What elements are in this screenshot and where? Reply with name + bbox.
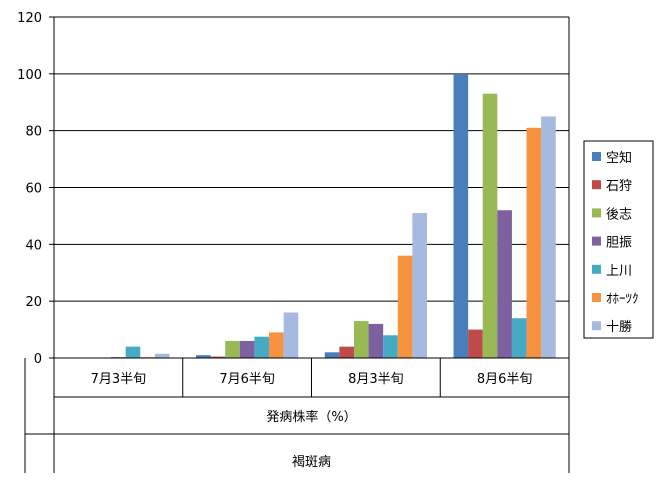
- legend-swatch: [592, 152, 601, 161]
- y-tick-label: 100: [17, 68, 42, 83]
- bar: [254, 336, 270, 358]
- category-label: 7月3半旬: [91, 372, 147, 387]
- legend-swatch: [592, 321, 601, 331]
- bar: [412, 213, 427, 358]
- axes: [24, 16, 570, 473]
- y-tick-label: 60: [25, 182, 42, 197]
- bar: [196, 355, 211, 358]
- legend-swatch: [592, 180, 601, 190]
- bar: [497, 210, 512, 358]
- legend-label: 後志: [606, 207, 632, 222]
- bar: [239, 340, 255, 358]
- category-label: 7月6半旬: [219, 372, 275, 387]
- y-tick-label: 120: [17, 11, 42, 26]
- bars: [111, 73, 556, 358]
- bar: [339, 346, 354, 358]
- legend-label: 石狩: [606, 179, 632, 194]
- bar: [283, 312, 299, 358]
- legend-swatch: [592, 208, 601, 218]
- legend-label: 胆振: [606, 236, 632, 251]
- category-label: 8月6半旬: [477, 372, 533, 387]
- bar: [125, 346, 141, 358]
- legend-label: ｵﾎｰﾂｸ: [606, 292, 639, 307]
- category-group-labels: 発病株率（%） 褐斑病: [266, 409, 356, 470]
- bar: [353, 321, 369, 358]
- legend-label: 上川: [606, 264, 632, 279]
- bar: [468, 329, 483, 358]
- bar: [368, 323, 384, 358]
- y-tick-labels: 0 20 40 60 80 100 120: [17, 11, 42, 367]
- y-tick-label: 40: [25, 238, 42, 253]
- bar: [541, 116, 556, 358]
- bar: [511, 318, 527, 358]
- y-tick-label: 80: [25, 125, 42, 140]
- bar: [453, 73, 469, 358]
- category-labels: 7月3半旬 7月6半旬 8月3半旬 8月6半旬: [91, 372, 533, 387]
- legend-swatch: [592, 264, 601, 274]
- legend-swatch: [592, 236, 601, 246]
- bar: [482, 93, 498, 358]
- bar: [269, 332, 284, 358]
- bar: [526, 127, 542, 358]
- bar: [154, 353, 170, 358]
- bar: [383, 335, 398, 358]
- bar: [324, 352, 340, 358]
- legend-label: 空知: [606, 150, 632, 166]
- y-tick-label: 20: [25, 295, 42, 310]
- y-tick-label: 0: [34, 352, 42, 367]
- legend-swatch: [592, 293, 601, 302]
- category-group-label: 発病株率（%）: [266, 409, 356, 425]
- legend-label: 十勝: [606, 320, 632, 335]
- bar: [225, 340, 240, 358]
- category-group-label: 褐斑病: [292, 455, 331, 470]
- bar: [210, 356, 226, 358]
- category-label: 8月3半旬: [348, 372, 404, 387]
- bar: [397, 255, 413, 358]
